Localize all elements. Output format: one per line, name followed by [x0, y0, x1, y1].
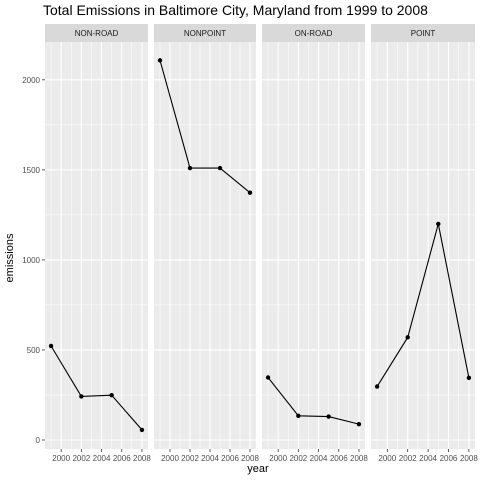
x-tick-label: 2008: [241, 454, 259, 463]
y-axis-title: emissions: [4, 233, 16, 282]
y-tick-label: 500: [27, 346, 41, 355]
data-point: [265, 375, 271, 380]
facet-strip: [45, 24, 148, 42]
facet-panel-point: POINT 2000 2002 2004 2006 2008: [371, 24, 478, 463]
series-line: [376, 223, 470, 387]
x-tick-label: 2008: [350, 454, 368, 463]
data-point: [466, 375, 472, 381]
y-tick-label: 1500: [22, 166, 40, 175]
x-tick-label: 2000: [52, 454, 70, 463]
panel-background: [45, 42, 148, 449]
facet-strip: [371, 24, 475, 42]
panel-background: [262, 42, 365, 449]
data-point: [247, 190, 253, 195]
data-point: [296, 413, 301, 419]
facet-strip-label: NONPOINT: [184, 29, 226, 38]
series-line: [50, 345, 143, 431]
data-point: [48, 343, 54, 349]
data-point: [326, 414, 331, 419]
data-point: [405, 335, 410, 340]
y-tick-label: 2000: [22, 76, 40, 85]
facet-strip-label: NON-ROAD: [75, 29, 119, 38]
x-tick-label: 2004: [419, 454, 437, 463]
x-tick-label: 2002: [289, 454, 307, 463]
x-tick-label: 2002: [399, 454, 417, 463]
facet-panel-non-road: NON-ROAD 2000 2002 2004 2006 2008: [45, 24, 151, 463]
facet-strip-label: ON-ROAD: [295, 29, 333, 38]
chart-title: Total Emissions in Baltimore City, Maryl…: [43, 2, 428, 18]
x-tick-label: 2008: [133, 454, 151, 463]
data-point: [187, 165, 193, 171]
y-tick-label: 1000: [22, 256, 40, 265]
data-point: [79, 394, 84, 399]
data-point: [217, 165, 223, 171]
data-point: [139, 427, 145, 433]
facet-strip: [262, 24, 365, 42]
x-tick-label: 2004: [201, 454, 219, 463]
y-axis: 0 500 1000 1500 2000: [22, 76, 45, 445]
data-point: [157, 58, 163, 63]
x-tick-label: 2006: [221, 454, 239, 463]
x-tick-label: 2008: [460, 454, 478, 463]
y-tick-label: 0: [36, 436, 41, 445]
x-tick-label: 2000: [161, 454, 179, 463]
data-point: [436, 221, 441, 227]
panel-background: [371, 42, 475, 449]
x-tick-label: 2000: [378, 454, 396, 463]
x-tick-label: 2002: [181, 454, 199, 463]
facet-strip: [154, 24, 256, 42]
series-line: [159, 60, 251, 194]
x-tick-label: 2006: [440, 454, 458, 463]
x-tick-label: 2006: [330, 454, 348, 463]
x-axis-title: year: [247, 463, 269, 475]
panel-background: [154, 42, 256, 449]
x-tick-label: 2004: [310, 454, 328, 463]
series-line: [267, 377, 360, 425]
facet-panel-nonpoint: NONPOINT 2000 2002 2004 2006 2008: [154, 24, 259, 463]
x-tick-label: 2002: [72, 454, 90, 463]
facet-panel-on-road: ON-ROAD 2000 2002 2004 2006 2008: [262, 24, 368, 463]
x-tick-label: 2000: [269, 454, 287, 463]
x-tick-label: 2006: [113, 454, 131, 463]
facet-strip-label: POINT: [411, 29, 436, 38]
data-point: [374, 384, 380, 389]
data-point: [356, 421, 362, 427]
data-point: [109, 392, 114, 398]
x-tick-label: 2004: [93, 454, 111, 463]
